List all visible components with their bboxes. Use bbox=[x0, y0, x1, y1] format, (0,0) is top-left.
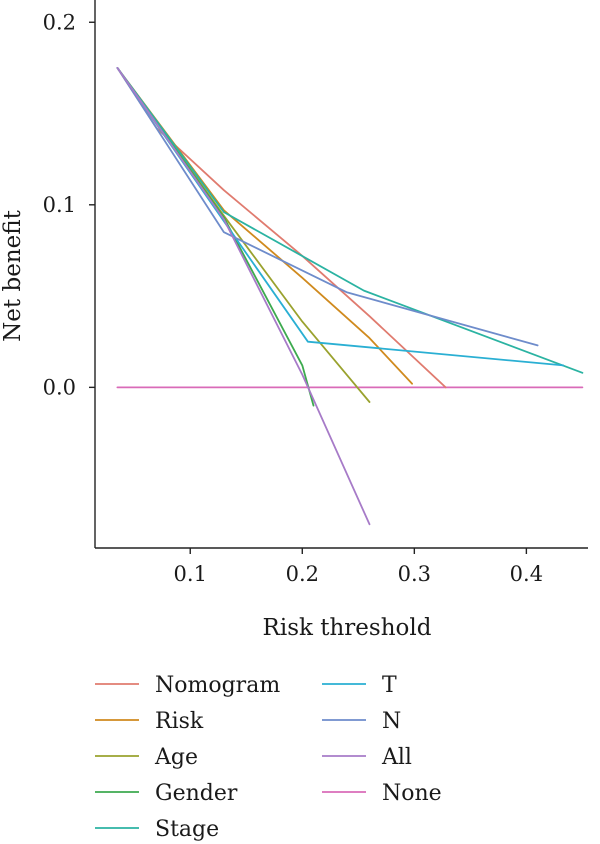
legend-item-none: None bbox=[322, 781, 442, 806]
y-tick-label: 0.1 bbox=[43, 193, 76, 217]
legend-item-risk: Risk bbox=[95, 709, 204, 734]
axes: 0.1 0.2 0.3 0.4 0.0 0.1 0.2 bbox=[43, 0, 588, 586]
legend-label: Nomogram bbox=[155, 673, 280, 698]
x-tick-label: 0.4 bbox=[510, 562, 543, 586]
x-tick-label: 0.1 bbox=[174, 562, 207, 586]
legend: Nomogram Risk Age Gender Stage TN All None bbox=[95, 673, 442, 842]
legend-item-n: N bbox=[322, 709, 401, 734]
legend-label: N bbox=[382, 709, 401, 734]
y-tick-label: 0.0 bbox=[43, 375, 76, 399]
x-axis-title: Risk threshold bbox=[263, 615, 432, 641]
legend-label: Stage bbox=[155, 817, 219, 842]
x-tick-label: 0.3 bbox=[398, 562, 431, 586]
series-line-risk bbox=[116, 67, 414, 385]
legend-item-t: T bbox=[322, 673, 397, 698]
y-tick-label: 0.2 bbox=[43, 10, 76, 34]
series-line-stage bbox=[116, 67, 584, 374]
series-line-n bbox=[116, 67, 539, 347]
legend-item-age: Age bbox=[95, 745, 198, 770]
legend-item-gender: Gender bbox=[95, 781, 238, 806]
series-line-gender bbox=[116, 67, 315, 407]
series-line-nomogram bbox=[116, 67, 447, 389]
legend-label: Gender bbox=[155, 781, 238, 806]
legend-item-all: All bbox=[322, 745, 412, 770]
x-tick-label: 0.2 bbox=[286, 562, 319, 586]
legend-label: Risk bbox=[155, 709, 204, 734]
legend-item-stage: Stage bbox=[95, 817, 219, 842]
series-lines bbox=[116, 67, 584, 526]
legend-item-nomogram: Nomogram bbox=[95, 673, 280, 698]
legend-label: None bbox=[382, 781, 442, 806]
legend-label: T bbox=[382, 673, 397, 698]
legend-label: Age bbox=[154, 745, 198, 770]
y-axis-title: Net benefit bbox=[0, 209, 26, 341]
legend-label: All bbox=[381, 745, 412, 770]
series-line-t bbox=[116, 67, 565, 367]
series-line-all bbox=[116, 67, 371, 526]
